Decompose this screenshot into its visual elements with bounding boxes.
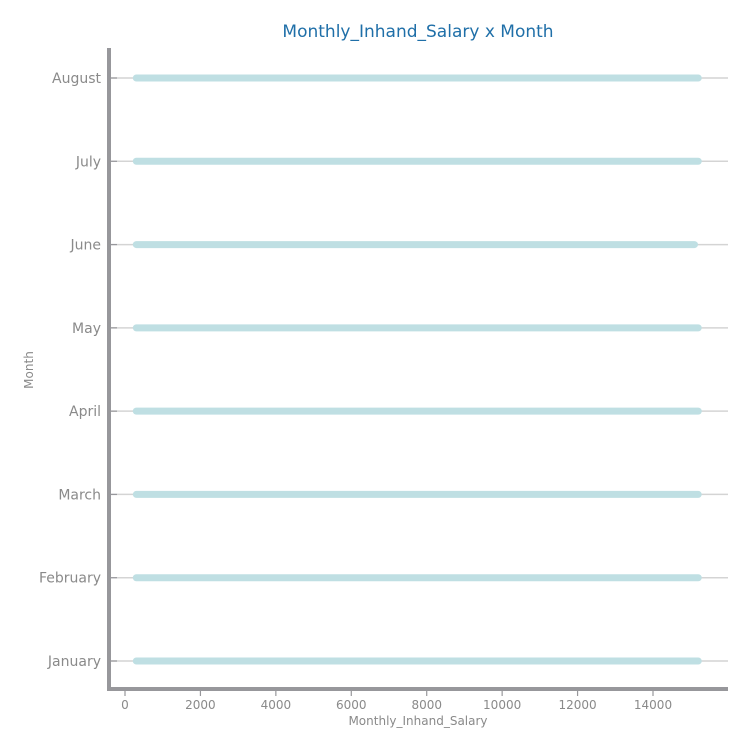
x-tick-label: 8000 [411,698,442,712]
y-tick-label: February [39,571,101,587]
x-tick-label: 10000 [483,698,521,712]
x-tick-label: 4000 [261,698,292,712]
x-axis-label: Monthly_Inhand_Salary [348,714,487,728]
x-tick-label: 12000 [558,698,596,712]
x-tick-label: 6000 [336,698,367,712]
y-tick-label: January [47,654,101,670]
points [132,74,702,665]
y-axis-ticks: January February March April May June July Augu… [39,71,117,670]
x-axis-ticks: 0 2000 4000 6000 8000 10000 12000 14000 [121,691,672,712]
y-tick-label: August [52,71,102,87]
y-axis-label: Month [22,351,36,389]
x-tick-label: 14000 [634,698,672,712]
y-tick-label: April [69,404,101,420]
chart-title: Monthly_Inhand_Salary x Month [282,22,553,42]
y-tick-label: July [75,154,101,170]
y-tick-label: June [70,238,102,254]
x-tick-label: 2000 [185,698,216,712]
y-tick-label: March [58,487,101,503]
grid [109,77,728,662]
y-tick-label: May [72,321,101,337]
x-tick-label: 0 [121,698,129,712]
